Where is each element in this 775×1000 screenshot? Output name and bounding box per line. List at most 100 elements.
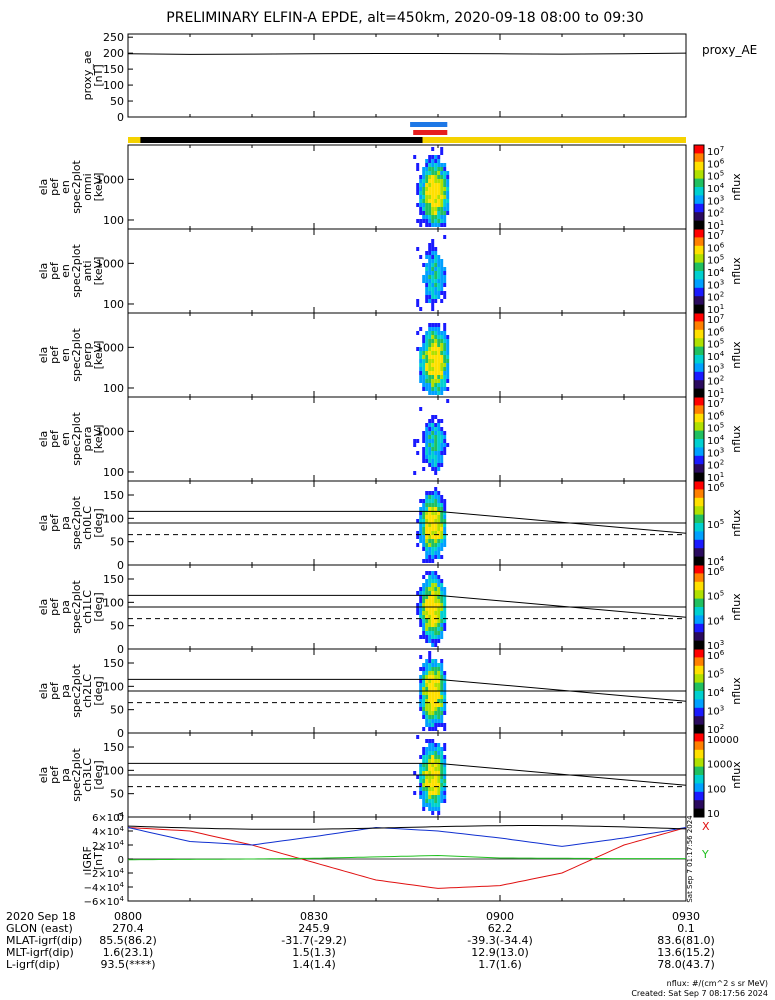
spectrogram-cell: [428, 787, 432, 791]
colorbar-cell: [694, 248, 704, 251]
spectrogram-cell: [437, 611, 441, 615]
spectrogram-cell: [428, 247, 432, 251]
spectrogram-cell: [440, 499, 444, 503]
spectrogram-cell: [425, 427, 429, 431]
spectrogram-cell: [443, 519, 447, 523]
panel-7: elapefpaspec2plotch2LC[deg]0501001501061…: [37, 648, 743, 740]
igrf-total-line: [127, 825, 687, 830]
spectrogram-cell: [440, 163, 444, 167]
spectrogram-cell: [443, 235, 447, 239]
spectrogram-cell: [434, 391, 438, 395]
colorbar-cell: [694, 236, 704, 238]
ylabel-line: spec2plot: [70, 496, 83, 550]
spectrogram-cell: [422, 167, 426, 171]
colorbar-cell: [694, 665, 704, 668]
spectrogram-cell: [422, 367, 426, 371]
colorbar-cell: [694, 462, 704, 465]
spectrogram-cell: [437, 811, 441, 815]
colorbar-cell: [694, 437, 704, 440]
spectrogram-cell: [437, 183, 441, 187]
colorbar-cell: [694, 450, 704, 453]
spectrogram-cell: [434, 515, 438, 519]
spectrogram-cell: [428, 515, 432, 519]
spectrogram-cell: [437, 623, 441, 627]
colorbar-cell: [694, 677, 704, 679]
spectrogram-cell: [428, 543, 432, 547]
colorbar-cell: [694, 415, 704, 418]
spectrogram-cell: [431, 415, 435, 419]
colorbar-cell: [694, 325, 704, 328]
spectrogram-cell: [419, 179, 423, 183]
colorbar-cell: [694, 787, 704, 790]
ylabel-line: [deg]: [92, 760, 105, 789]
colorbar-cell: [694, 320, 704, 322]
spectrogram-cell: [434, 595, 438, 599]
spectrogram-cell: [443, 799, 447, 803]
ylabel-line: pef: [48, 597, 61, 616]
loss-cone-upper-line: [128, 678, 687, 702]
spectrogram-cell: [434, 499, 438, 503]
ylabel-line: pef: [48, 681, 61, 700]
spectrogram-cell: [428, 379, 432, 383]
spectrogram-cell: [422, 663, 426, 667]
spectrogram-cell: [440, 375, 444, 379]
colorbar-cell: [694, 436, 704, 439]
spectrogram-cell: [446, 387, 450, 391]
colorbar-cell: [694, 434, 704, 437]
colorbar-cell: [694, 749, 704, 752]
colorbar-cell: [694, 653, 704, 656]
colorbar-cell: [694, 496, 704, 499]
spectrogram-cell: [422, 767, 426, 771]
spectrogram-cell: [431, 375, 435, 379]
panel-frame: [127, 228, 687, 314]
spectrogram-cell: [437, 199, 441, 203]
spectrogram-cell: [419, 623, 423, 627]
spectrogram-cell: [440, 363, 444, 367]
colorbar-cell: [694, 684, 704, 686]
spectrogram-cell: [440, 531, 444, 535]
spectrogram-cell: [422, 203, 426, 207]
spectrogram-cell: [428, 791, 432, 795]
colorbar-cell: [694, 791, 704, 794]
spectrogram-cell: [440, 355, 444, 359]
colorbar-cell: [694, 604, 704, 607]
spectrogram-cell: [416, 611, 420, 615]
spectrogram-cell: [431, 627, 435, 631]
spectrogram-cell: [422, 611, 426, 615]
spectrogram-cell: [425, 635, 429, 639]
spectrogram-cell: [419, 511, 423, 515]
spectrogram-cell: [434, 283, 438, 287]
colorbar-cell: [694, 597, 704, 600]
spectrogram-cell: [431, 763, 435, 767]
spectrogram-cell: [434, 371, 438, 375]
y-tick-label: 1000: [96, 173, 124, 186]
colorbar-cell: [694, 535, 704, 538]
spectrogram-cell: [431, 175, 435, 179]
spectrogram-cell: [437, 271, 441, 275]
colorbar-cell: [694, 504, 704, 507]
row-value: 0830: [300, 910, 328, 923]
colorbar-cell: [694, 343, 704, 346]
colorbar-cell: [694, 478, 704, 481]
colorbar-cell: [694, 678, 704, 681]
colorbar-tick: 101: [707, 303, 724, 316]
spectrogram-cell: [446, 171, 450, 175]
spectrogram-cell: [434, 603, 438, 607]
spectrogram-cell: [431, 387, 435, 391]
spectrogram-cell: [416, 775, 420, 779]
colorbar-cell: [694, 628, 704, 630]
spectrogram-cell: [443, 743, 447, 747]
spectrogram-cell: [443, 335, 447, 339]
panel-frame: [127, 312, 687, 398]
spectrogram-cell: [425, 675, 429, 679]
spectrogram-cell: [437, 699, 441, 703]
spectrogram-cell: [422, 511, 426, 515]
spectrogram-cell: [422, 503, 426, 507]
colorbar-cell: [694, 401, 704, 404]
colorbar-cell: [694, 714, 704, 717]
spectrogram-cell: [434, 223, 438, 227]
colorbar-tick: 106: [707, 649, 725, 662]
colorbar-cell: [694, 776, 704, 779]
spectrogram-cell: [428, 331, 432, 335]
spectrogram-cell: [437, 519, 441, 523]
